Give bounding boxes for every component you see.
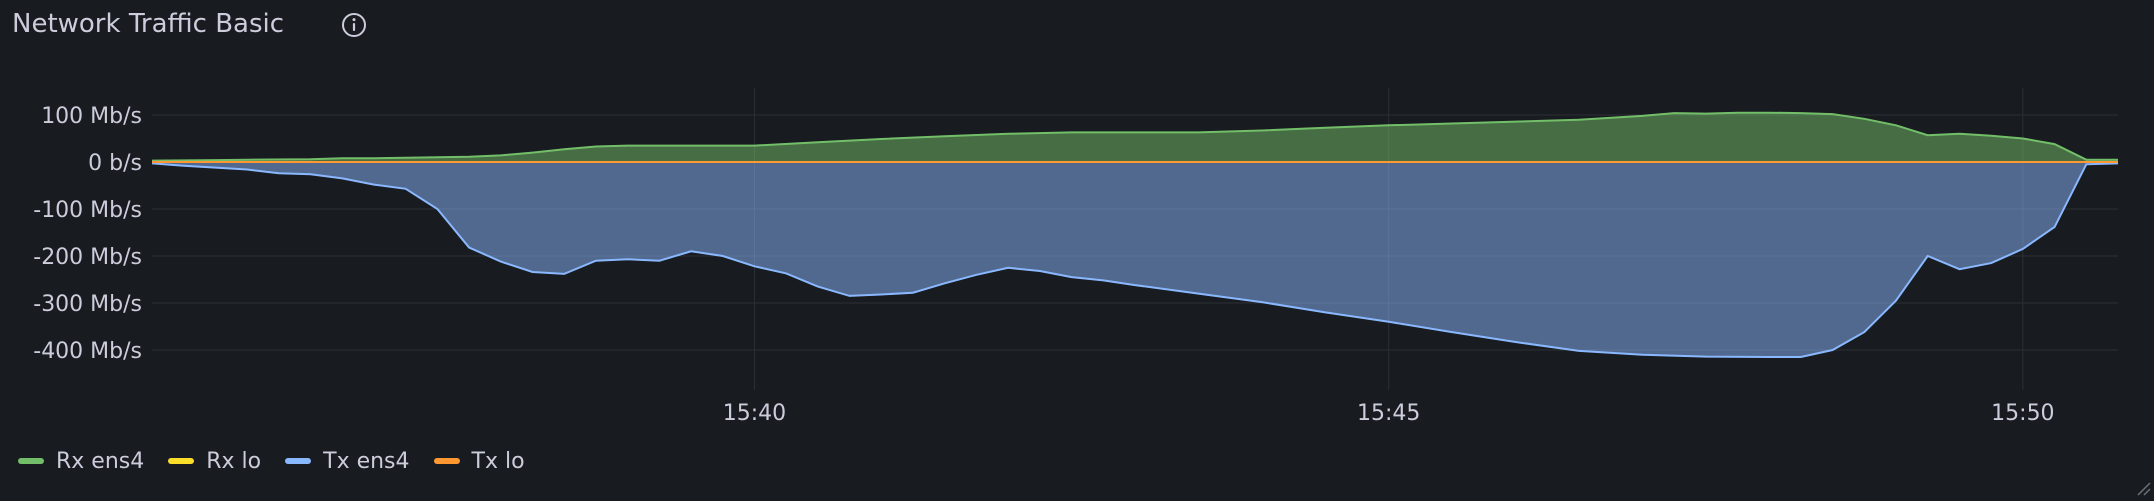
x-tick-label: 15:45 — [1357, 401, 1420, 426]
panel-title: Network Traffic Basic — [12, 9, 285, 39]
legend-label: Tx lo — [471, 448, 525, 474]
info-circle-icon[interactable] — [340, 11, 368, 39]
legend-item-tx-ens4[interactable]: Tx ens4 — [285, 448, 410, 474]
legend-item-tx-lo[interactable]: Tx lo — [433, 448, 525, 474]
series-area-rx-ens4 — [152, 112, 2118, 162]
legend-label: Rx ens4 — [56, 448, 145, 474]
y-tick-label: -400 Mb/s — [33, 339, 142, 364]
series-line-rx-ens4 — [151, 111, 2118, 162]
resize-handle-icon[interactable] — [2134, 479, 2152, 497]
y-tick-label: 100 Mb/s — [41, 104, 142, 129]
x-tick-label: 15:50 — [1991, 401, 2054, 426]
chart-plot[interactable]: 100 Mb/s 0 b/s -100 Mb/s -200 Mb/s -300 Mb/s… — [0, 0, 2154, 440]
panel-header: Network Traffic Basic — [0, 0, 2154, 50]
y-tick-label: -300 Mb/s — [33, 292, 142, 317]
chart-legend: Rx ens4 Rx lo Tx ens4 Tx lo — [18, 445, 525, 477]
y-tick-label: 0 b/s — [88, 151, 142, 176]
legend-label: Rx lo — [206, 448, 262, 474]
legend-swatch-icon — [433, 458, 460, 464]
legend-item-rx-ens4[interactable]: Rx ens4 — [18, 449, 144, 474]
legend-label: Tx ens4 — [323, 448, 410, 474]
x-tick-label: 15:40 — [723, 401, 786, 426]
y-tick-label: -200 Mb/s — [33, 245, 142, 270]
legend-swatch-icon — [285, 458, 312, 464]
series-line-tx-ens4 — [151, 162, 2119, 358]
y-tick-label: -100 Mb/s — [33, 198, 142, 223]
legend-item-rx-lo[interactable]: Rx lo — [168, 449, 261, 474]
legend-swatch-icon — [168, 458, 195, 464]
legend-swatch-icon — [18, 458, 44, 464]
series-area-tx-ens4 — [152, 162, 2118, 357]
